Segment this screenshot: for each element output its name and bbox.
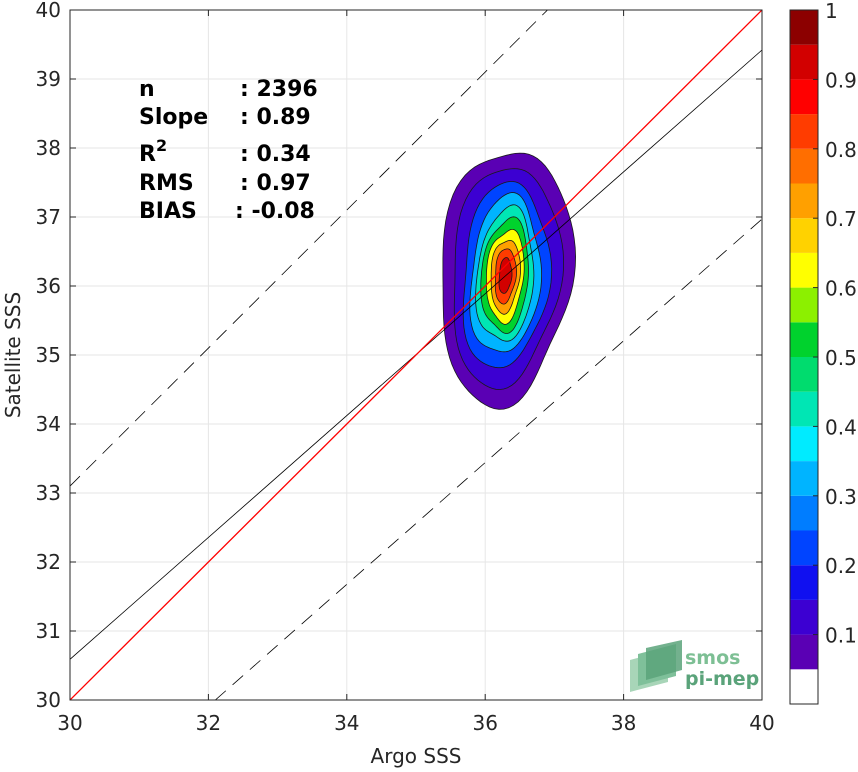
stat-value: : 2396 [240,77,318,102]
colorbar-segment [790,148,818,184]
colorbar-tick-label: 0.5 [825,346,857,370]
colorbar-segment [790,322,818,357]
stats-box: n : 2396 Slope : 0.89 R2 : 0.34 RMS : 0.97 BIAS:… [139,77,318,224]
colorbar-segment [790,357,818,392]
y-tick-label: 38 [36,136,61,160]
stat-value: : 0.34 [240,142,311,167]
colorbar-segment [790,44,818,80]
density-contours [442,152,577,410]
x-tick-label: 36 [472,711,497,735]
colorbar-tick-label: 0.4 [825,415,857,439]
reference-lines [70,10,762,700]
smos-pi-mep-logo: smos pi-mep [630,640,759,692]
stat-value: : -0.08 [235,199,315,224]
y-tick-label: 34 [36,412,61,436]
logo-layer-front [646,640,682,680]
colorbar-tick-label: 0.1 [825,624,857,648]
y-tick-label: 31 [36,619,61,643]
colorbar-segment [790,599,818,635]
colorbar-segment [790,10,818,45]
colorbar-tick-label: 1 [825,0,838,23]
colorbar-segment [790,183,818,219]
x-tick-label: 40 [749,711,774,735]
colorbar-tick-label: 0.8 [825,138,857,162]
y-tick-label: 35 [36,343,61,367]
colorbar-segment [790,495,818,531]
y-tick-label: 36 [36,274,61,298]
colorbar-segment [790,287,818,323]
y-axis-label: Satellite SSS [1,292,25,418]
colorbar-segment [790,634,818,670]
colorbar-tick-label: 0.6 [825,277,857,301]
colorbar-tick-label: 0.3 [825,485,857,509]
x-axis-label: Argo SSS [371,744,462,768]
lower-bound-line [215,218,762,700]
colorbar-segment [790,669,818,704]
stat-value: : 0.89 [240,105,311,130]
stat-value: : 0.97 [240,171,311,196]
x-tick-label: 30 [57,711,82,735]
stat-label: BIAS [139,199,197,224]
colorbar-segment [790,565,818,600]
y-tick-label: 30 [36,688,61,712]
colorbar-segment [790,391,818,427]
colorbar-segment [790,252,818,288]
y-tick-label: 32 [36,550,61,574]
y-tick-label: 33 [36,481,61,505]
y-tick-label: 37 [36,205,61,229]
stat-label: RMS [139,171,194,196]
x-tick-label: 32 [196,711,221,735]
logo-text-pi-mep: pi-mep [685,668,759,690]
stat-label-superscript: 2 [156,136,167,155]
colorbar-segment [790,426,818,462]
upper-bound-line [70,10,549,487]
stat-label: Slope [139,105,208,130]
colorbar-tick-label: 0.2 [825,554,857,578]
colorbar-segment [790,218,818,253]
y-tick-label: 40 [36,0,61,22]
x-axis-ticks: 30 32 34 36 38 40 [57,10,775,735]
colorbar-tick-label: 0.9 [825,68,857,92]
colorbar-tick-label: 0.7 [825,207,857,231]
x-tick-label: 34 [334,711,359,735]
identity-line [70,10,762,700]
grid-lines [70,10,762,700]
x-tick-label: 38 [611,711,636,735]
y-axis-ticks: 30 31 32 33 34 35 36 37 38 39 40 [36,0,762,712]
stat-label: R2 [139,136,167,167]
colorbar-segment [790,79,818,115]
colorbar-segment [790,530,818,566]
logo-text-smos: smos [685,647,740,669]
colorbar-segment [790,114,818,149]
colorbar-segment [790,461,818,496]
y-tick-label: 39 [36,67,61,91]
stat-label: n [139,77,155,102]
colorbar: 0.1 0.2 0.3 0.4 0.5 0.6 0.7 0.8 0.9 1 [789,0,857,705]
